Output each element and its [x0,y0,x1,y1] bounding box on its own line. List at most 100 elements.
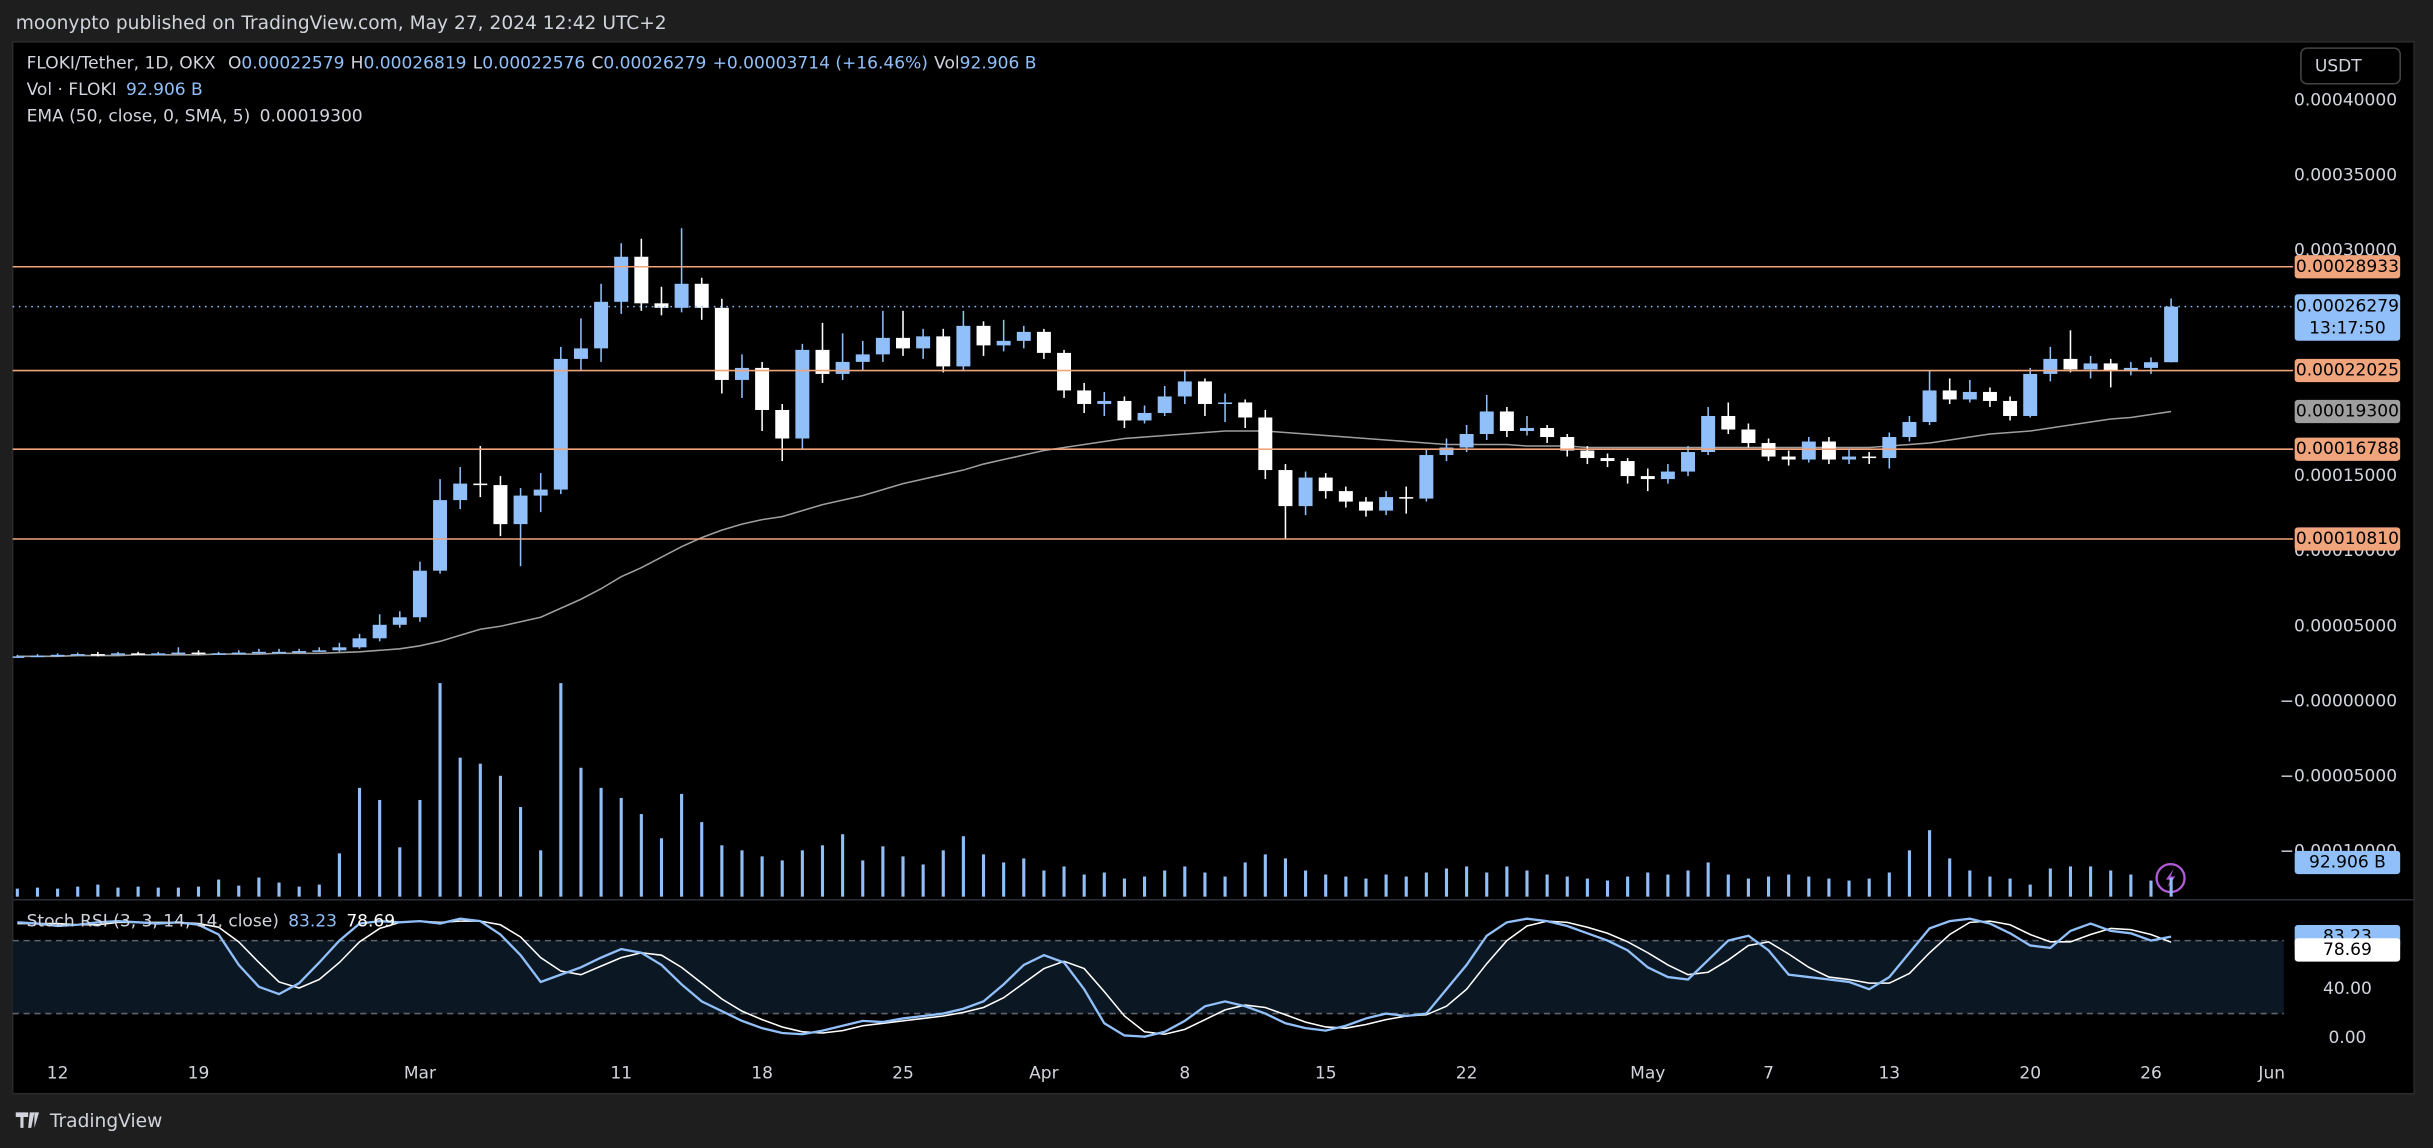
logo-icon [15,1112,40,1128]
volume-bar [1082,874,1086,897]
volume-bar [378,799,382,897]
level-label: 0.00022025 [2296,361,2399,381]
candle-body [916,336,931,349]
volume-bar [317,884,321,897]
legend-stoch: Stoch RSI (3, 3, 14, 14, close) 83.23 78.6… [27,912,396,932]
volume-bar [720,845,724,897]
level-label-box [2294,255,2401,279]
volume-bar [1424,872,1428,897]
level-label-box [2294,437,2401,461]
candle-body [1540,427,1555,438]
plot-area [12,228,2284,1038]
volume-bar [921,864,925,897]
volume-bar [579,767,583,897]
volume-bar [1444,868,1449,897]
volume-bar [96,884,100,897]
volume-bar [1827,878,1831,897]
candle-body [1801,441,1816,460]
volume-bar [1283,858,1288,897]
volume-bar [659,838,664,897]
volume-bar [1666,874,1670,897]
candle-body [1338,491,1353,502]
volume-bar [1726,874,1730,897]
candle-body [775,409,790,439]
candle-body [1479,411,1494,435]
x-tick-label: 13 [1878,1064,1900,1084]
candle-body [996,340,1011,346]
volume-bar [1626,876,1630,897]
volume-bar [519,807,523,897]
candle-body [634,256,649,304]
volume-bar [1706,862,1710,897]
volume-bar [1344,876,1348,897]
volume-bar [1465,866,1469,897]
volume-bar [156,887,160,897]
ohlc-label: O [228,54,241,74]
volume-bar [1002,862,1006,897]
candle-body [1439,447,1454,456]
volume-bar [1122,878,1126,897]
candle-body [533,489,548,496]
ema-label-box [2294,399,2401,424]
candle-body [2083,363,2098,370]
stoch-k-line [17,917,2172,1038]
candle-body [674,283,689,308]
volume-bar [740,850,744,897]
volume-bar [780,860,784,897]
candle-body [1036,331,1051,353]
x-tick-label: Jun [2257,1064,2285,1084]
currency[interactable]: USDT [2315,57,2362,77]
x-tick-label: 8 [1179,1064,1190,1084]
volume-bar [1183,866,1187,897]
candle-body [1882,437,1897,459]
candle-body [312,650,327,652]
currency-button[interactable] [2300,47,2401,85]
candle-body [191,652,206,655]
ohlc-value: 0.00026279 [603,54,706,74]
candle-body [1379,497,1394,511]
candle-body [372,624,387,639]
volume-bar [15,888,19,897]
candle-body [453,483,468,501]
volume-bar [2089,866,2093,897]
level-label: 0.00010810 [2296,529,2399,549]
legend-ema: EMA (50, close, 0, SMA, 5) 0.00019300 [27,106,363,126]
x-tick-label: 20 [2019,1064,2041,1084]
volume-bar [56,888,60,897]
volume-bar [1042,870,1046,897]
level-label: 0.00028933 [2296,257,2399,277]
candle-body [30,655,45,658]
symbol: FLOKI/Tether, 1D, OKX [27,54,216,74]
candle-body [2144,362,2158,368]
volume-bar [1565,876,1569,897]
candle-body [594,301,609,349]
ohlc-value: 0.00022576 [482,54,585,74]
volume-bar [1545,874,1549,897]
candle-body [292,651,307,653]
stoch-d-value: 78.69 [346,912,395,932]
volume-bar [1867,878,1871,897]
volume-bar [760,856,764,897]
volume-bar [1968,870,1972,897]
volume-bar [1263,854,1267,897]
y-tick-label: 0.00040000 [2294,91,2397,111]
candle-body [694,283,709,308]
volume-bar [1887,872,1891,897]
candle-body [1580,450,1595,459]
y-tick-label: 0.00015000 [2294,466,2397,486]
candle-body [614,256,629,302]
candle-body [251,651,266,654]
volume-bar [337,853,341,897]
candle-body [171,652,186,655]
volume-bar [498,775,502,897]
candle-body [2123,367,2138,371]
publish-info: moonypto published on TradingView.com, M… [16,13,667,34]
volume-bar [1102,872,1106,897]
candle-body [332,647,347,651]
candle-body [1640,476,1655,480]
candle-body [936,336,951,367]
x-tick-label: 26 [2140,1064,2162,1084]
volume-bar [1142,876,1147,897]
volume-bar [398,847,402,897]
